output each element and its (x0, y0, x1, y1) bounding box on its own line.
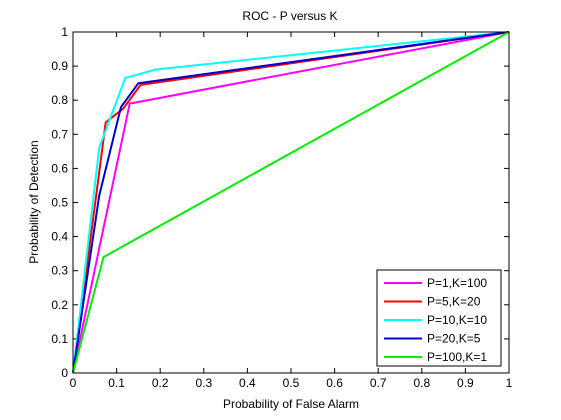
series-line-1 (72, 31, 510, 374)
y-tick-label: 0.6 (51, 161, 68, 175)
chart-title: ROC - P versus K (242, 9, 337, 23)
y-tick-label: 0.9 (51, 59, 68, 73)
series-line-4 (72, 31, 510, 374)
legend-entry-label: P=20,K=5 (427, 332, 481, 346)
series-line-3 (72, 31, 510, 374)
series-line-5 (72, 31, 510, 374)
x-tick-label: 0.5 (283, 376, 300, 390)
series-lines (72, 31, 510, 374)
plot-frame (72, 31, 510, 374)
legend-entry-label: P=10,K=10 (427, 313, 487, 327)
y-tick-label: 0 (61, 366, 68, 380)
y-tick-label: 0.5 (51, 196, 68, 210)
x-tick-label: 0.3 (195, 376, 212, 390)
y-axis-label: Probability of Detection (27, 140, 41, 263)
legend-box (376, 269, 502, 367)
axis-ticks: 0 0.1 0.2 0.3 0.4 0.5 0.6 0.7 0.8 0.9 1 0 0.1 0.2 0.3 0… (51, 25, 512, 390)
x-tick-label: 0.1 (108, 376, 125, 390)
y-tick-label: 1 (61, 25, 68, 39)
x-tick-label: 1 (506, 376, 513, 390)
y-tick-label: 0.4 (51, 230, 68, 244)
y-tick-label: 0.2 (51, 298, 68, 312)
legend-entry-label: P=5,K=20 (427, 295, 481, 309)
x-tick-label: 0.2 (152, 376, 169, 390)
x-tick-label: 0 (70, 376, 77, 390)
legend-entry-label: P=100,K=1 (427, 350, 487, 364)
legend-entry-label: P=1,K=100 (427, 276, 487, 290)
x-tick-label: 0.9 (457, 376, 474, 390)
legend: P=1,K=100 P=5,K=20 P=10,K=10 P=20,K=5 P=100,… (376, 269, 502, 367)
x-axis-label: Probability of False Alarm (223, 397, 359, 411)
y-tick-label: 0.8 (51, 93, 68, 107)
x-tick-label: 0.8 (413, 376, 430, 390)
y-tick-label: 0.3 (51, 264, 68, 278)
y-tick-label: 0.1 (51, 332, 68, 346)
x-tick-label: 0.4 (239, 376, 256, 390)
x-tick-label: 0.7 (370, 376, 387, 390)
x-tick-label: 0.6 (326, 376, 343, 390)
y-tick-label: 0.7 (51, 127, 68, 141)
series-line-2 (72, 31, 510, 374)
